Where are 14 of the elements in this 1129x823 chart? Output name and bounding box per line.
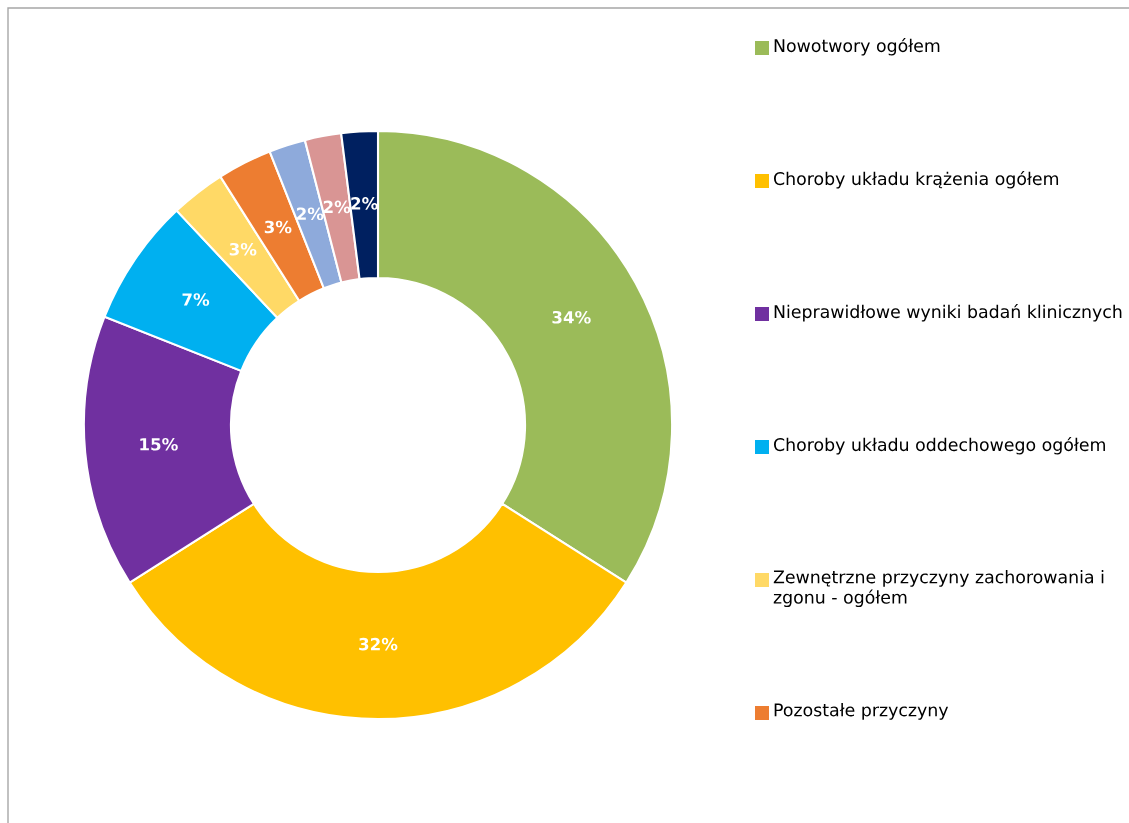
data-label: 2% [351,197,378,210]
data-label: 32% [359,637,398,651]
legend-label: Zewnętrzne przyczyny zachorowania i zgonu - ogółem [773,570,1104,608]
data-label: 34% [552,310,591,324]
legend-label: Choroby układu krążenia ogółem [773,171,1059,189]
legend-label: Nowotwory ogółem [774,38,940,56]
data-label: 7% [182,293,210,306]
data-label: 3% [229,242,257,256]
data-label: 3% [264,220,292,234]
legend-label: Choroby układu oddechowego ogółem [773,437,1105,455]
data-label: 2% [323,200,351,214]
legend-label: Pozostałe przyczyny [774,703,949,720]
data-label: 15% [140,437,178,451]
legend-label: Nieprawidłowe wyniki badań klinicznych [774,304,1122,322]
